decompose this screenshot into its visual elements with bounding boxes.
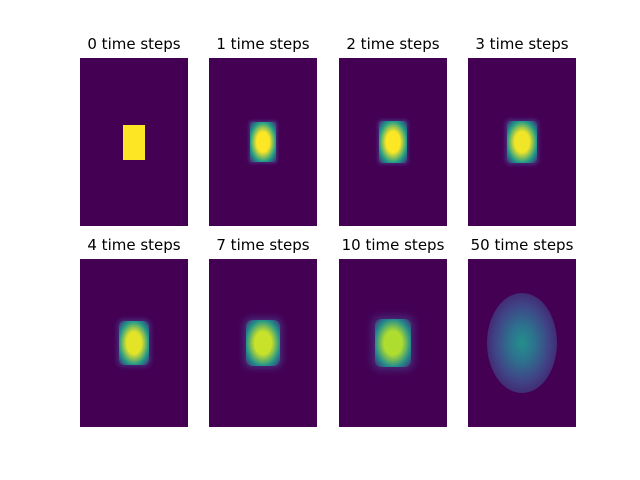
heatmap-panel: [339, 58, 447, 226]
heat-blob: [118, 321, 150, 365]
heatmap-panel: [339, 259, 447, 427]
heat-blob: [507, 120, 537, 164]
panel-title: 10 time steps: [341, 236, 445, 254]
heat-blob: [487, 293, 557, 393]
heat-blob: [378, 121, 408, 163]
heatmap-panel: [80, 259, 188, 427]
panel-title: 1 time steps: [216, 35, 310, 53]
panel-title: 0 time steps: [87, 35, 181, 53]
panel-title: 2 time steps: [346, 35, 440, 53]
heat-blob: [123, 124, 145, 160]
heat-blob: [246, 319, 280, 367]
heat-blob: [375, 318, 411, 368]
panel-title: 3 time steps: [475, 35, 569, 53]
heatmap-panel: [80, 58, 188, 226]
heat-blob: [249, 122, 277, 162]
heatmap-panel: [209, 259, 317, 427]
heatmap-panel: [468, 259, 576, 427]
heatmap-panel: [468, 58, 576, 226]
panel-title: 4 time steps: [87, 236, 181, 254]
heatmap-panel: [209, 58, 317, 226]
panel-title: 50 time steps: [470, 236, 574, 254]
panel-title: 7 time steps: [216, 236, 310, 254]
